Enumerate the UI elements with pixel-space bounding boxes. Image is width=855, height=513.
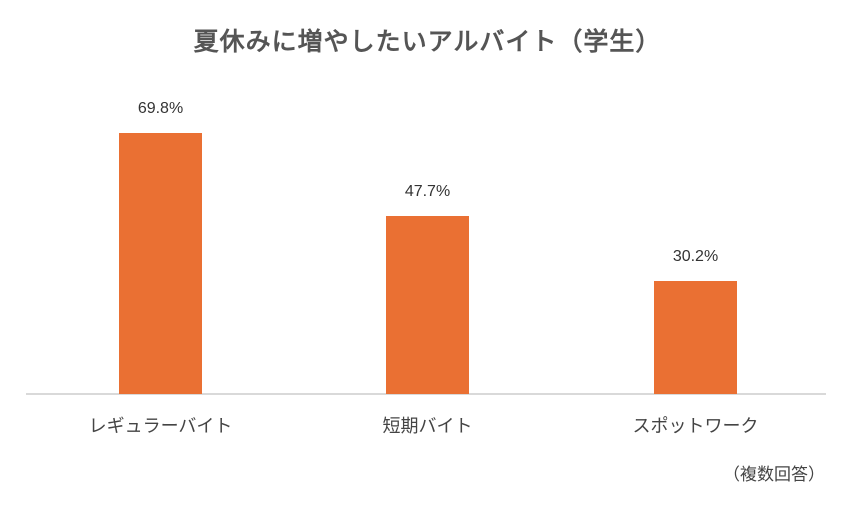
bar [119,133,202,394]
x-axis-line [26,393,826,395]
annotation-multiple-answers: （複数回答） [723,465,825,485]
value-label: 47.7% [404,183,451,200]
category-label: スポットワーク [632,416,759,437]
category-label: 短期バイト [382,416,473,437]
value-label: 30.2% [672,248,719,265]
chart-title: 夏休みに増やしたいアルバイト（学生） [193,27,662,56]
category-label: レギュラーバイト [88,416,233,437]
bar [386,216,469,394]
value-label: 69.8% [137,100,184,117]
bar [654,281,737,394]
